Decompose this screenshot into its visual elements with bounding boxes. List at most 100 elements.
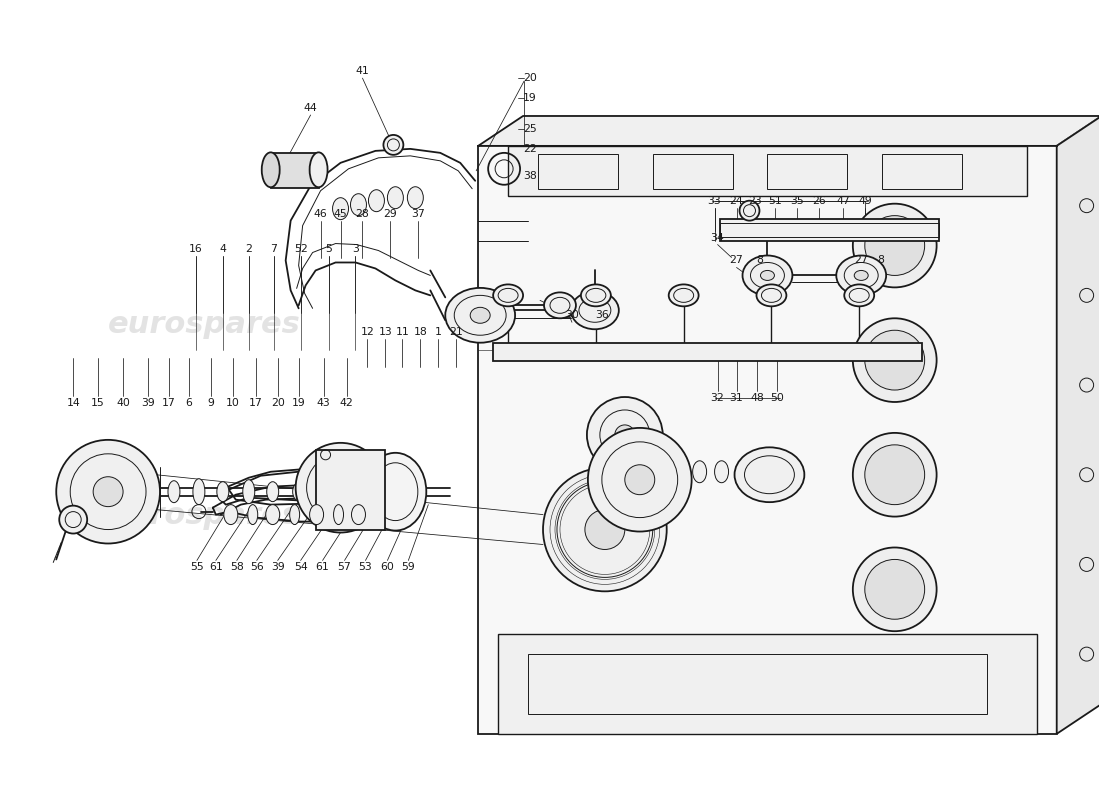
- Text: 27: 27: [855, 255, 868, 266]
- Circle shape: [587, 428, 692, 531]
- Ellipse shape: [757, 285, 786, 306]
- Ellipse shape: [333, 505, 343, 525]
- Circle shape: [852, 204, 936, 287]
- Text: 41: 41: [355, 66, 370, 76]
- Text: 29: 29: [384, 209, 397, 218]
- Text: 58: 58: [230, 562, 244, 573]
- Text: 33: 33: [707, 196, 722, 206]
- Text: 13: 13: [378, 327, 393, 338]
- Text: 30: 30: [565, 310, 579, 320]
- Circle shape: [852, 433, 936, 517]
- Text: 35: 35: [791, 196, 804, 206]
- Ellipse shape: [836, 255, 887, 295]
- Text: 19: 19: [292, 398, 306, 408]
- Text: 24: 24: [729, 196, 744, 206]
- Text: 2: 2: [245, 243, 252, 254]
- Ellipse shape: [192, 478, 205, 505]
- Ellipse shape: [330, 477, 352, 498]
- Circle shape: [94, 477, 123, 506]
- Ellipse shape: [309, 152, 328, 187]
- Ellipse shape: [368, 190, 384, 212]
- Ellipse shape: [581, 285, 611, 306]
- Text: 28: 28: [355, 209, 370, 218]
- Ellipse shape: [289, 505, 299, 525]
- Text: 54: 54: [294, 562, 308, 573]
- Text: 18: 18: [414, 327, 427, 338]
- Ellipse shape: [737, 461, 750, 482]
- Polygon shape: [1057, 116, 1100, 734]
- Text: 3: 3: [352, 243, 359, 254]
- Text: 37: 37: [411, 209, 426, 218]
- Circle shape: [739, 201, 759, 221]
- Circle shape: [384, 135, 404, 155]
- Text: 6: 6: [186, 398, 192, 408]
- Ellipse shape: [845, 285, 875, 306]
- Text: 14: 14: [66, 398, 80, 408]
- Ellipse shape: [407, 186, 424, 209]
- Text: 36: 36: [595, 310, 608, 320]
- Text: 23: 23: [749, 196, 762, 206]
- Ellipse shape: [387, 186, 404, 209]
- Text: 42: 42: [340, 398, 353, 408]
- Ellipse shape: [293, 482, 305, 501]
- Ellipse shape: [470, 307, 491, 323]
- Text: 55: 55: [190, 562, 204, 573]
- Bar: [768, 154, 847, 189]
- Circle shape: [587, 397, 662, 473]
- Text: 49: 49: [858, 196, 872, 206]
- Text: eurospares: eurospares: [108, 501, 300, 530]
- Bar: [493, 343, 922, 361]
- Text: 21: 21: [450, 327, 463, 338]
- Text: 43: 43: [317, 398, 330, 408]
- Ellipse shape: [855, 270, 868, 281]
- Ellipse shape: [544, 292, 576, 318]
- Ellipse shape: [243, 480, 255, 504]
- Text: 4: 4: [219, 243, 227, 254]
- Bar: [271, 153, 319, 188]
- Text: 25: 25: [524, 124, 537, 134]
- Circle shape: [59, 506, 87, 534]
- Text: 44: 44: [304, 103, 318, 113]
- Text: 56: 56: [250, 562, 264, 573]
- Circle shape: [865, 559, 925, 619]
- Ellipse shape: [266, 505, 279, 525]
- Bar: [316, 450, 385, 530]
- Text: 51: 51: [769, 196, 782, 206]
- Text: 60: 60: [381, 562, 394, 573]
- Ellipse shape: [735, 447, 804, 502]
- Circle shape: [56, 440, 160, 543]
- Bar: [508, 146, 1026, 196]
- Text: 9: 9: [208, 398, 214, 408]
- Text: 39: 39: [271, 562, 285, 573]
- Ellipse shape: [266, 482, 278, 502]
- Text: 10: 10: [226, 398, 240, 408]
- Text: 59: 59: [402, 562, 415, 573]
- Text: 8: 8: [878, 255, 884, 266]
- Circle shape: [543, 468, 667, 591]
- Text: 7: 7: [271, 243, 277, 254]
- Circle shape: [615, 425, 635, 445]
- Ellipse shape: [351, 194, 366, 216]
- Bar: [528, 654, 987, 714]
- Ellipse shape: [223, 505, 238, 525]
- Ellipse shape: [693, 461, 706, 482]
- Text: 48: 48: [750, 393, 764, 403]
- Ellipse shape: [168, 481, 180, 502]
- Text: 5: 5: [326, 243, 332, 254]
- Ellipse shape: [715, 461, 728, 482]
- Bar: [719, 218, 939, 241]
- Ellipse shape: [742, 255, 792, 295]
- Circle shape: [852, 318, 936, 402]
- Text: 53: 53: [359, 562, 372, 573]
- Text: 22: 22: [524, 144, 537, 154]
- Bar: [478, 146, 1057, 734]
- Bar: [498, 634, 1037, 734]
- Circle shape: [625, 465, 654, 494]
- Text: 47: 47: [836, 196, 850, 206]
- Text: 19: 19: [524, 93, 537, 103]
- Text: 17: 17: [249, 398, 263, 408]
- Text: 15: 15: [91, 398, 104, 408]
- Bar: [719, 222, 939, 237]
- Ellipse shape: [296, 443, 385, 533]
- Text: 12: 12: [361, 327, 374, 338]
